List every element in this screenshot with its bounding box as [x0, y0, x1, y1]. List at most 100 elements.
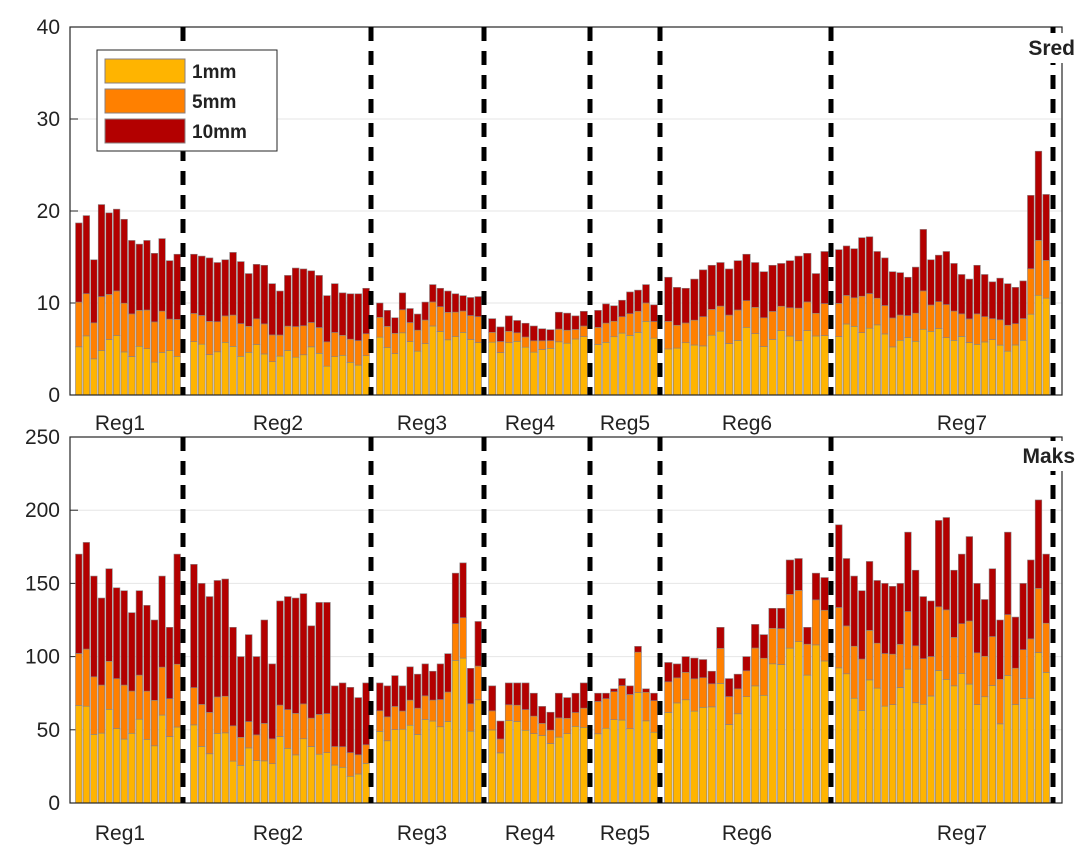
bar-segment [529, 351, 538, 396]
bar-segment [414, 329, 422, 352]
bar-segment [707, 683, 716, 708]
plot-frame [69, 436, 1063, 804]
bar-segment [725, 696, 734, 725]
bar-segment [896, 583, 904, 645]
bar-segment [354, 697, 362, 756]
bar-segment [888, 271, 897, 319]
bar-segment [354, 773, 362, 804]
bar-segment [988, 568, 997, 637]
bar-segment [331, 332, 339, 357]
bar-segment [794, 558, 803, 591]
bar-segment [82, 705, 90, 804]
bar-segment [1019, 698, 1027, 804]
bar-segment [904, 315, 912, 338]
bar-segment [284, 325, 292, 351]
bar-segment [150, 321, 159, 363]
bar-segment [128, 356, 136, 396]
bar-segment [205, 257, 214, 322]
bar-segment [768, 607, 777, 629]
bar-segment [488, 318, 497, 333]
bar-segment [733, 688, 742, 715]
bar-segment [958, 274, 966, 315]
bar-segment [173, 253, 181, 320]
bar-segment [284, 275, 292, 327]
bar-segment [451, 293, 460, 313]
bar-segment [725, 678, 734, 697]
bar-segment [958, 673, 966, 804]
bar-segment [768, 627, 777, 665]
bar-segment [618, 678, 626, 686]
bar-segment [429, 284, 437, 303]
bar-segment [229, 346, 237, 396]
bar-segment [1042, 622, 1050, 673]
bar-segment [563, 733, 572, 804]
bar-segment [82, 648, 90, 707]
bar-segment [538, 340, 547, 350]
bar-segment [97, 684, 106, 734]
bar-segment [820, 660, 829, 804]
legend-label: 10mm [192, 122, 247, 143]
bar-segment [546, 329, 555, 341]
bar-segment [725, 724, 734, 804]
bar-segment [803, 330, 812, 396]
bar-segment [444, 653, 452, 693]
bar-segment [268, 334, 276, 362]
bar-segment [1019, 583, 1027, 651]
bar-segment [626, 335, 634, 396]
bar-segment [513, 704, 522, 722]
bar-segment [912, 645, 920, 704]
bar-segment [672, 702, 682, 804]
bar-segment [777, 628, 786, 665]
bar-segment [338, 292, 347, 336]
bar-segment [664, 662, 673, 683]
bar-segment [777, 305, 786, 331]
bar-segment [865, 561, 874, 631]
bar-segment [198, 315, 206, 345]
bar-segment [429, 301, 437, 327]
bar-segment [429, 699, 437, 722]
bar-segment [331, 746, 339, 766]
bar-segment [291, 754, 300, 804]
bar-segment [198, 704, 206, 747]
bar-segment [811, 599, 821, 646]
bar-segment [1004, 675, 1012, 804]
bar-segment [143, 309, 151, 349]
bar-segment [602, 322, 610, 343]
bar-segment [198, 255, 206, 316]
bar-segment [376, 336, 384, 396]
bar-segment [707, 309, 716, 336]
bar-segment [120, 738, 128, 804]
bar-segment [488, 710, 497, 731]
bar-segment [276, 704, 284, 737]
bar-segment [120, 684, 128, 740]
bar-segment [965, 620, 973, 685]
bar-segment [444, 312, 452, 341]
bar-segment [642, 284, 650, 304]
y-tick-label: 30 [37, 108, 60, 131]
bar-segment [610, 320, 618, 338]
bar-segment [803, 643, 812, 676]
bar-segment [950, 637, 958, 687]
bar-segment [865, 293, 874, 329]
bar-segment [751, 307, 760, 334]
bar-segment [299, 268, 308, 327]
region-label: Reg2 [253, 822, 303, 845]
bar-segment [198, 583, 206, 705]
bar-segment [75, 653, 83, 706]
bar-segment [626, 728, 634, 804]
bar-segment [229, 725, 237, 762]
bar-segment [904, 276, 912, 316]
bar-segment [912, 702, 920, 804]
bar-segment [362, 333, 370, 357]
bar-segment [699, 707, 708, 804]
bar-segment [346, 293, 355, 340]
plot-frame [69, 26, 1063, 396]
bar-segment [858, 710, 866, 804]
bar-segment [474, 296, 482, 317]
bar-segment [421, 319, 429, 344]
bar-segment [672, 677, 682, 704]
bar-segment [873, 687, 881, 804]
bar-segment [504, 342, 513, 396]
